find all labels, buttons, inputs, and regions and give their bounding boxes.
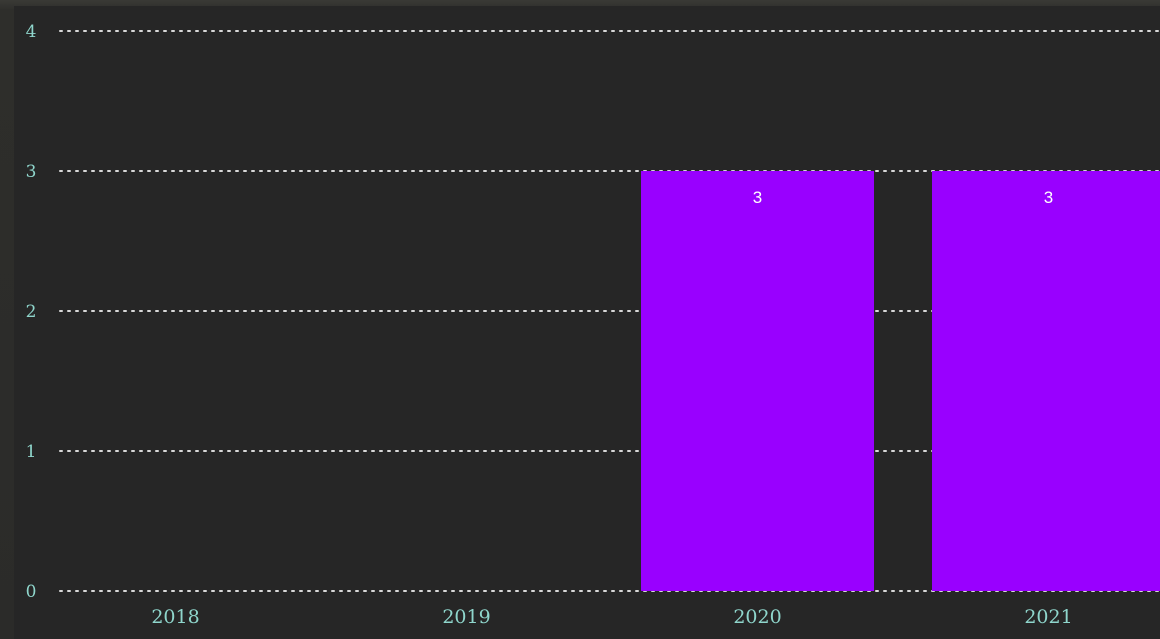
x-tick-label: 2019 [442, 606, 490, 628]
bar-2021[interactable] [932, 171, 1160, 591]
y-axis-tick-labels: 0 1 2 3 4 [26, 22, 37, 602]
grid-lines [59, 30, 1160, 592]
bar-2020[interactable] [641, 171, 874, 591]
y-tick-label: 3 [26, 162, 37, 182]
x-tick-label: 2020 [733, 606, 781, 628]
x-tick-label: 2018 [151, 606, 199, 628]
bars [641, 171, 1160, 591]
x-axis-tick-labels: 2018 2019 2020 2021 [151, 606, 1072, 628]
y-tick-label: 1 [26, 442, 37, 462]
y-tick-label: 2 [26, 302, 37, 322]
y-tick-label: 4 [26, 22, 37, 42]
y-tick-label: 0 [26, 582, 37, 602]
bar-data-label: 3 [753, 188, 762, 207]
bar-data-label: 3 [1044, 188, 1053, 207]
x-tick-label: 2021 [1024, 606, 1072, 628]
